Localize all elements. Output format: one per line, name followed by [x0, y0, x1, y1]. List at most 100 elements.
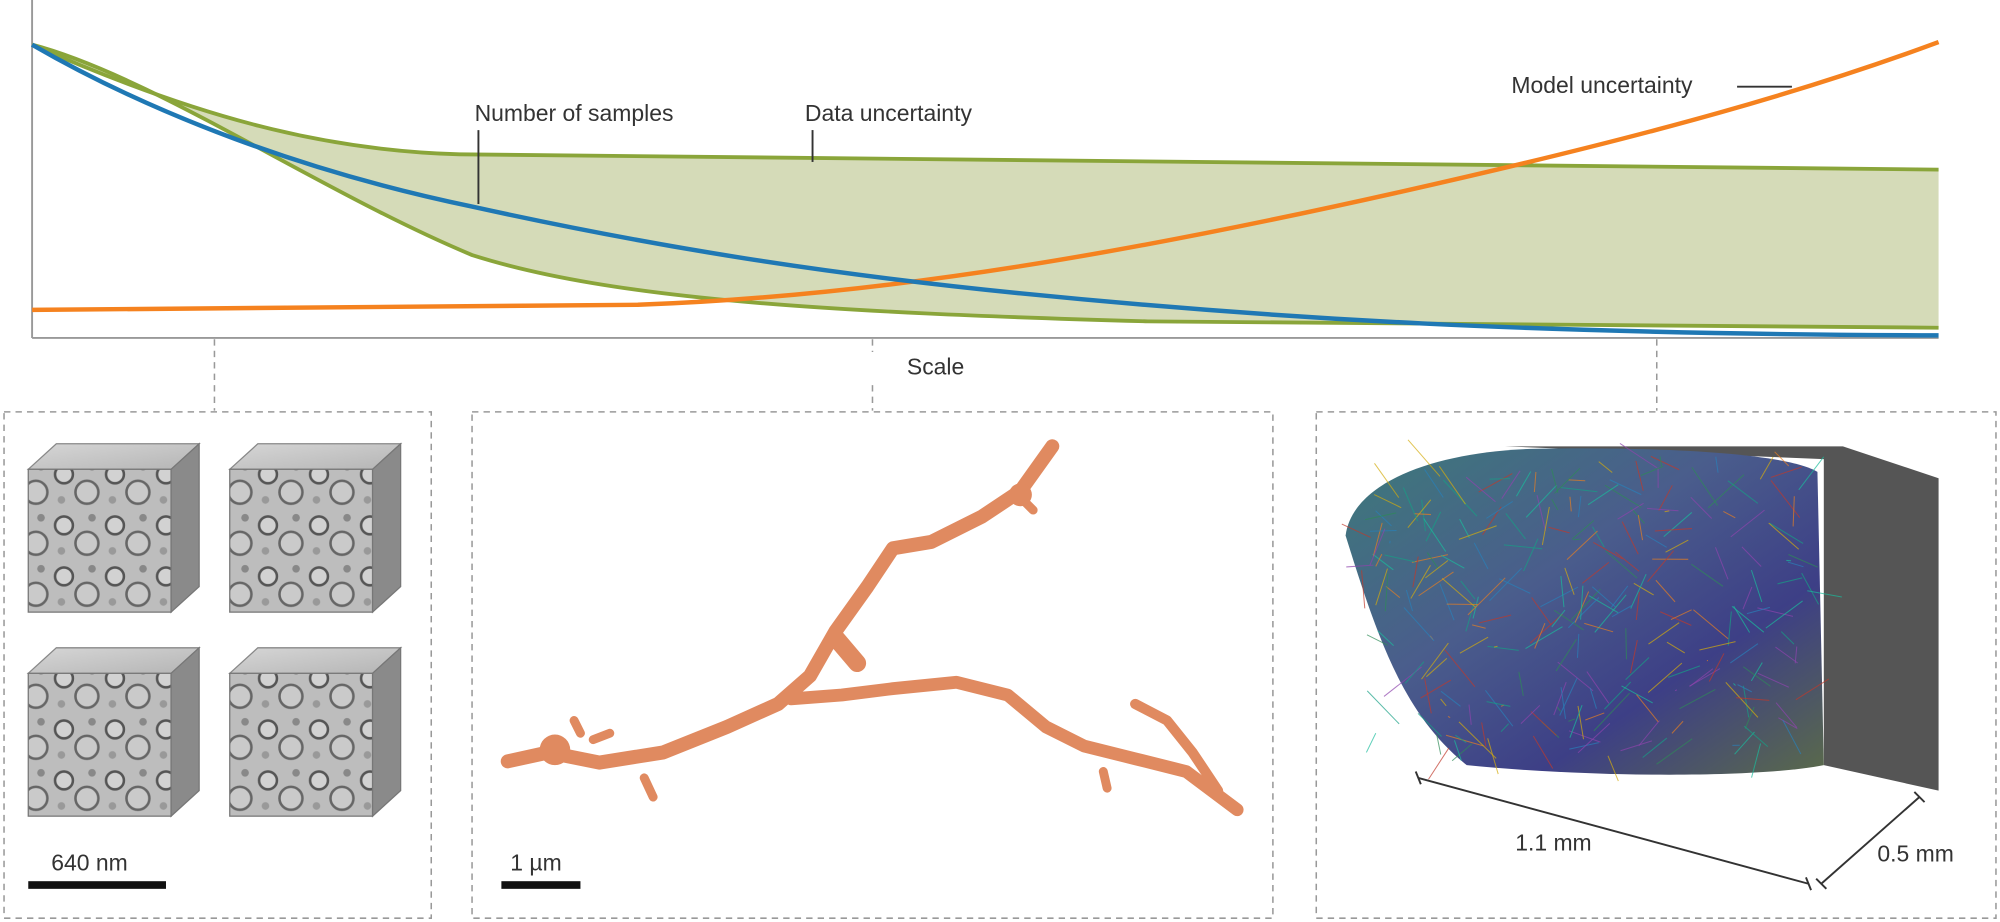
axis-label: Scale: [907, 354, 964, 380]
fiber: [1663, 512, 1693, 538]
fiber: [1412, 556, 1419, 588]
fiber: [1531, 597, 1552, 625]
fiber: [1659, 456, 1663, 467]
fiber: [1555, 638, 1577, 672]
fiber: [1587, 484, 1619, 506]
fiber: [1365, 732, 1377, 753]
fiber: [1424, 677, 1432, 714]
fiber: [1553, 681, 1567, 716]
fiber: [1584, 622, 1614, 633]
fiber: [1413, 513, 1432, 516]
fiber: [1690, 563, 1724, 587]
fiber: [1670, 609, 1692, 621]
fiber: [1577, 495, 1582, 518]
fiber: [1459, 636, 1489, 654]
fiber: [1365, 512, 1397, 521]
fiber: [1529, 613, 1563, 644]
fiber: [1769, 522, 1804, 544]
cube-top: [26, 443, 201, 470]
fiber: [1472, 624, 1486, 629]
fiber: [1737, 684, 1753, 693]
fiber: [1629, 639, 1638, 674]
fiber: [1636, 694, 1659, 723]
fiber: [1402, 487, 1419, 522]
fiber: [1743, 725, 1769, 748]
fiber: [1568, 730, 1601, 743]
fiber: [1566, 530, 1598, 560]
fiber: [1588, 595, 1619, 614]
fiber: [1775, 702, 1798, 728]
fiber: [1503, 544, 1543, 550]
fiber: [1493, 645, 1498, 648]
model-curve: [32, 39, 1940, 313]
fiber: [1405, 589, 1414, 612]
cube-top: [228, 647, 403, 674]
fiber: [1645, 534, 1667, 548]
scale-label: 640 nm: [51, 850, 128, 876]
fiber: [1530, 711, 1557, 736]
fiber: [1548, 526, 1570, 534]
fiber: [1551, 468, 1559, 494]
fiber: [1746, 606, 1770, 615]
fiber: [1553, 609, 1584, 631]
label: Data uncertainty: [805, 100, 973, 126]
fiber: [1534, 623, 1546, 649]
fiber: [1426, 657, 1448, 678]
fiber: [1788, 554, 1818, 568]
fiber: [1438, 466, 1466, 505]
fiber: [1794, 646, 1798, 664]
fiber: [1770, 466, 1802, 478]
fiber: [1635, 460, 1644, 491]
fiber: [1460, 580, 1476, 600]
fiber: [1568, 718, 1576, 722]
fiber: [1807, 590, 1842, 598]
fiber: [1569, 742, 1599, 750]
fiber: [1346, 564, 1374, 568]
fiber: [1541, 506, 1550, 546]
scale-label: 1 µm: [510, 850, 561, 876]
fiber: [1708, 653, 1725, 682]
fiber: [1421, 499, 1426, 532]
fiber: [1658, 485, 1673, 511]
cube-front: [229, 468, 374, 613]
fiber: [1725, 682, 1759, 718]
fiber: [1605, 550, 1638, 579]
cube-front: [229, 672, 374, 817]
fiber: [1742, 666, 1771, 687]
fiber: [1568, 479, 1586, 482]
fiber: [1656, 738, 1693, 765]
fiber: [1750, 569, 1763, 603]
fiber: [1556, 706, 1561, 712]
fiber: [1440, 554, 1465, 569]
fiber: [1560, 687, 1567, 719]
fiber: [1592, 526, 1605, 548]
fiber: [1621, 685, 1653, 704]
fiber: [1610, 585, 1629, 608]
fiber: [1801, 572, 1820, 605]
em-cubes: [26, 442, 403, 818]
fiber: [1693, 609, 1729, 640]
fiber: [1410, 565, 1431, 599]
fiber: [1557, 661, 1594, 692]
fiber: [1727, 611, 1732, 646]
fiber: [1707, 474, 1745, 509]
cube-top: [26, 647, 201, 674]
fiber: [1733, 605, 1751, 633]
fiber: [1377, 630, 1394, 646]
fiber: [1619, 443, 1658, 469]
fiber: [1655, 579, 1676, 603]
fiber: [1532, 735, 1554, 769]
fiber: [1730, 643, 1759, 664]
fiber: [1361, 570, 1366, 609]
label: Model uncertainty: [1511, 72, 1693, 98]
fiber: [1420, 679, 1452, 699]
fiber: [1576, 633, 1580, 658]
fiber: [1442, 479, 1478, 517]
fiber: [1525, 626, 1563, 649]
fiber: [1375, 568, 1388, 606]
label: Number of samples: [475, 100, 674, 126]
fiber: [1481, 722, 1487, 748]
fiber: [1447, 716, 1451, 719]
fiber: [1561, 487, 1598, 493]
fiber: [1647, 550, 1675, 583]
